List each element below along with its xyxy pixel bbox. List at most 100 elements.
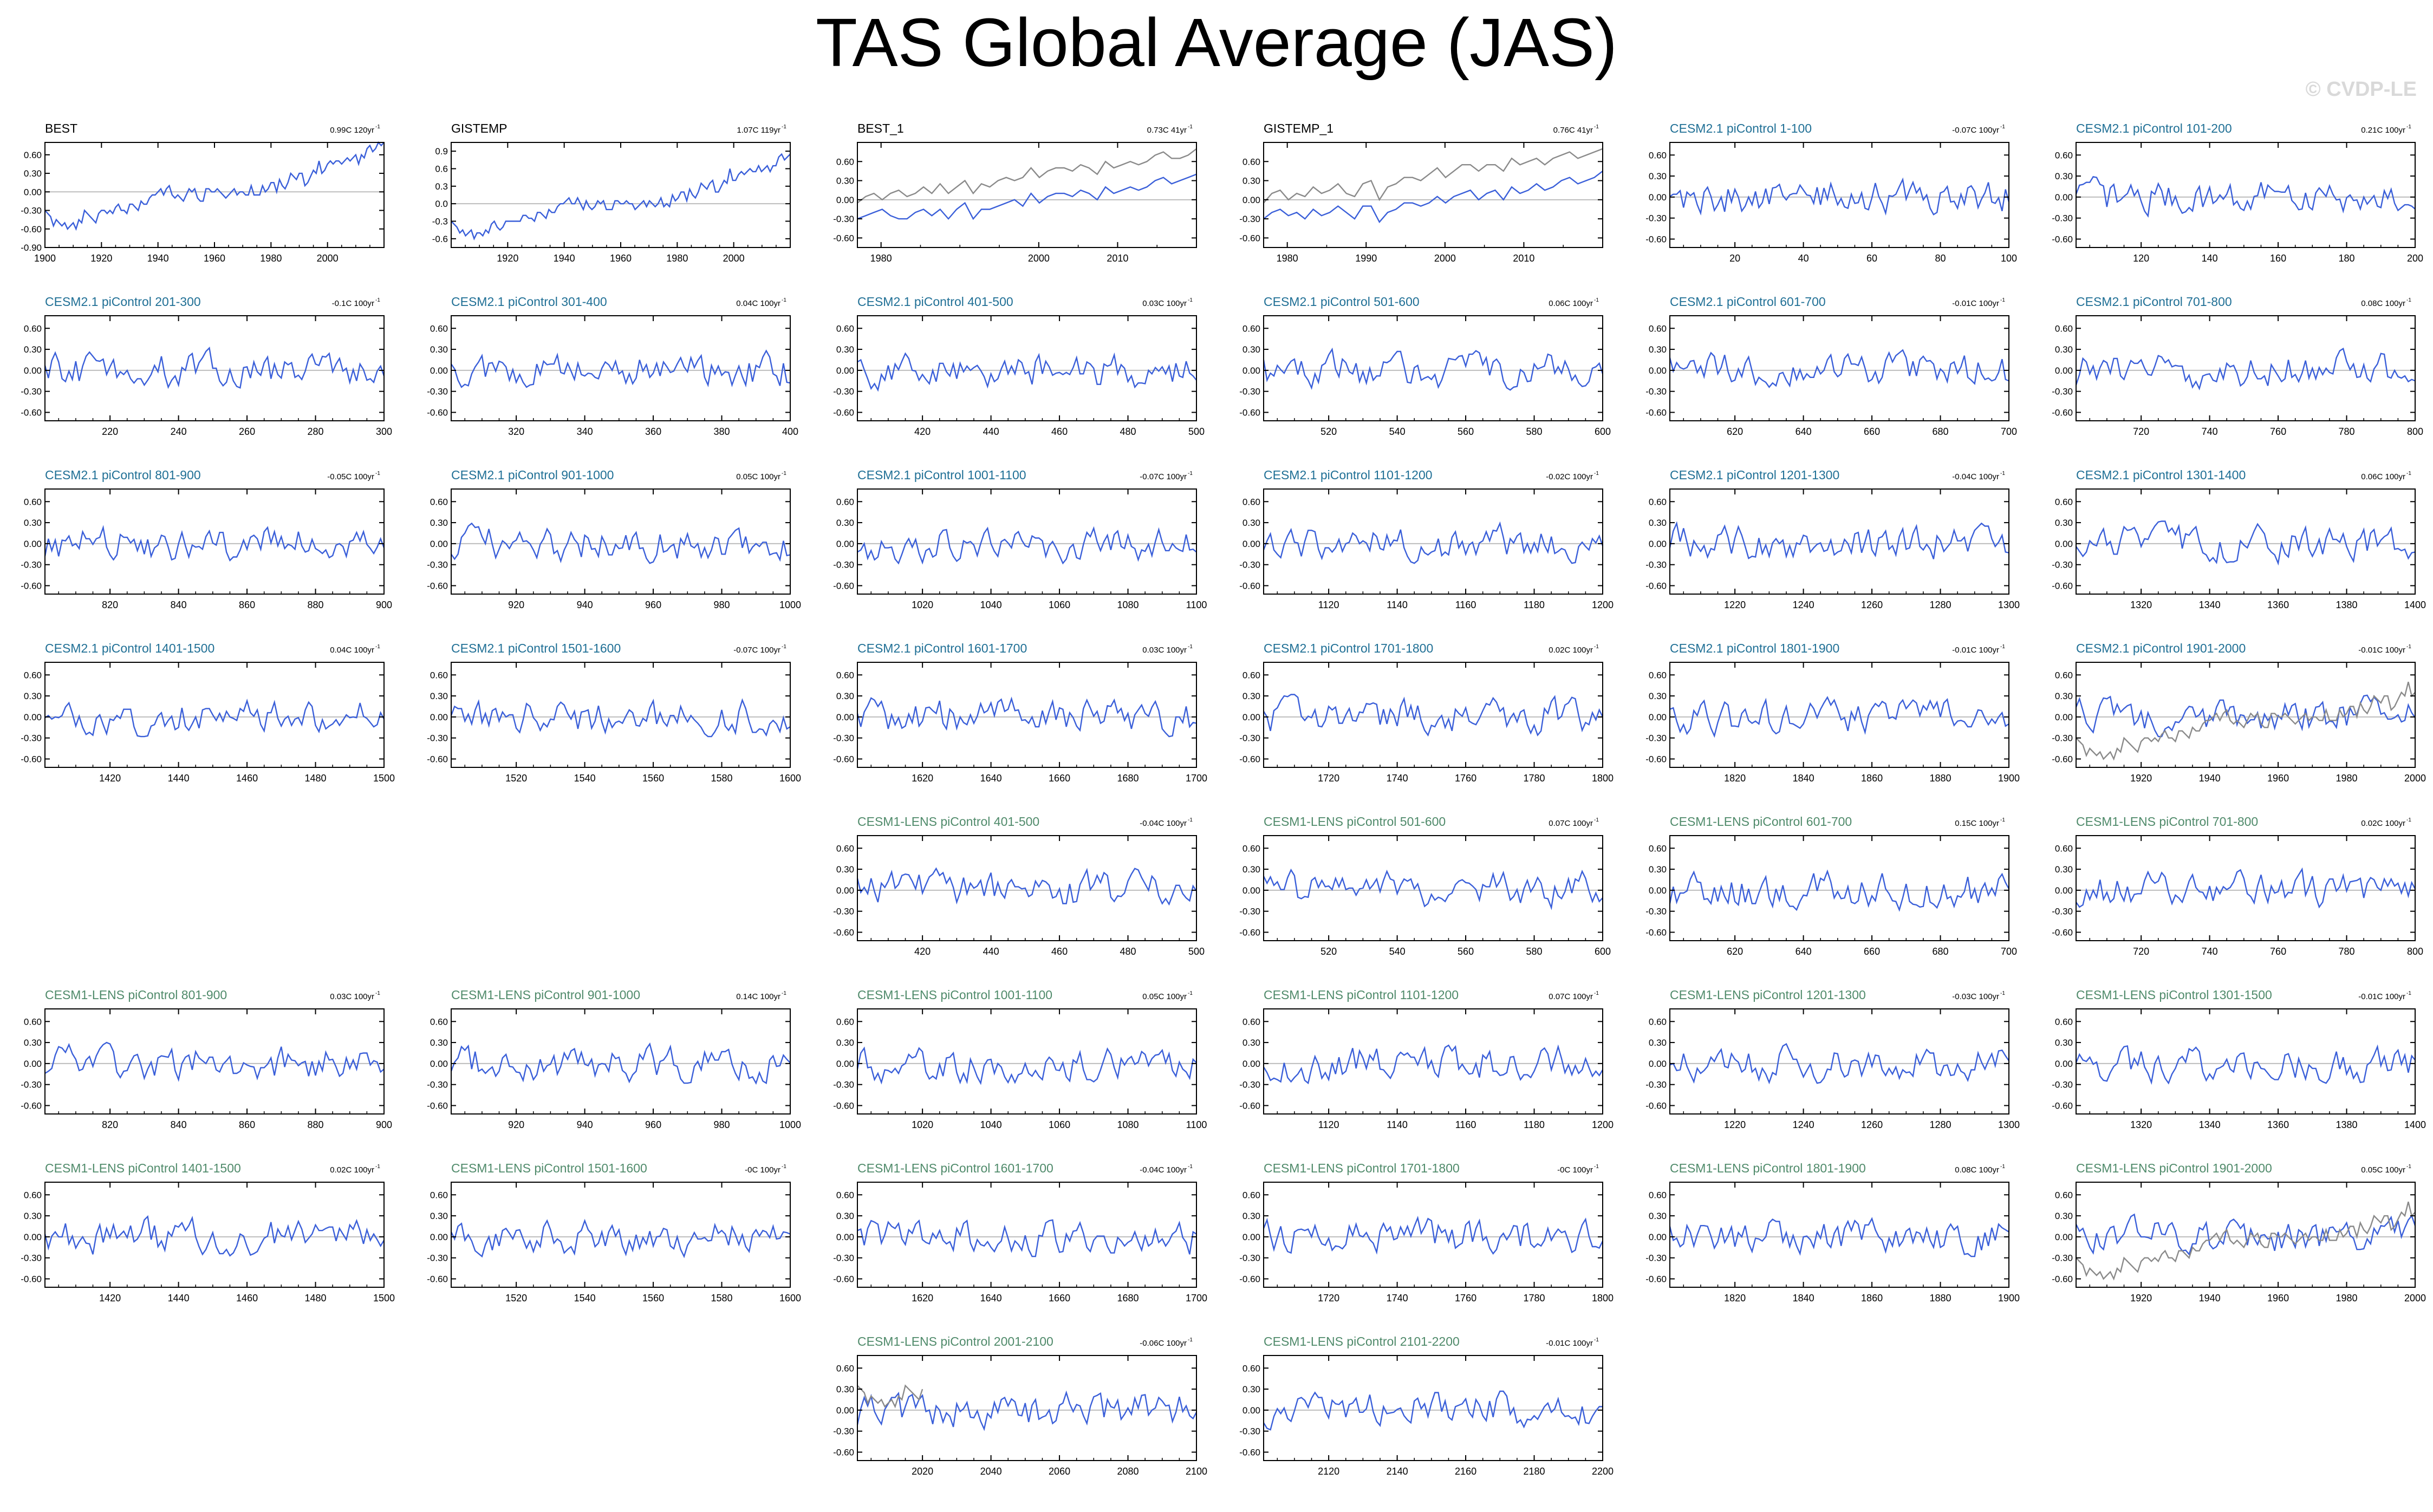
model-series-line xyxy=(1263,521,1604,564)
chart-panel: CESM1-LENS piControl 601-700 0.15C 100yr -… xyxy=(1645,814,2017,957)
model-series-line xyxy=(1669,1042,2009,1085)
y-tick-label: -0.60 xyxy=(1239,1100,1260,1111)
chart-panel: CESM1-LENS piControl 1901-2000 0.05C 100y… xyxy=(2052,1161,2426,1304)
model-series-line xyxy=(857,526,1197,565)
y-tick-label: -0.30 xyxy=(2052,213,2073,224)
panel-trend: -0.1C 100yr xyxy=(332,299,374,308)
y-tick-label: -0.30 xyxy=(833,733,854,744)
chart-panel: CESM2.1 piControl 201-300 -0.1C 100yr -1 0.… xyxy=(21,295,392,437)
y-tick-label: -0.30 xyxy=(833,1426,854,1437)
panel-trend-exponent: -1 xyxy=(782,1164,786,1170)
model-series-line xyxy=(44,346,385,389)
x-tick-label: 680 xyxy=(1933,946,1949,957)
y-tick-label: 0.60 xyxy=(2055,1016,2073,1027)
x-tick-label: 640 xyxy=(1796,426,1812,437)
y-tick-label: 0.30 xyxy=(836,1038,854,1048)
y-tick-label: -0.60 xyxy=(21,407,42,418)
x-tick-label: 1120 xyxy=(1318,599,1339,610)
panel-trend-exponent: -1 xyxy=(1594,471,1599,477)
y-tick-label: 0.00 xyxy=(1649,885,1667,896)
panel-trend-exponent: -1 xyxy=(1594,644,1599,650)
y-tick-label: 0.30 xyxy=(2055,1038,2073,1048)
x-tick-label: 2180 xyxy=(1524,1466,1545,1477)
y-tick-label: 0.30 xyxy=(1242,344,1260,355)
panel-title: CESM2.1 piControl 1901-2000 xyxy=(2076,641,2246,655)
y-tick-label: 0.30 xyxy=(836,691,854,701)
y-tick-label: -0.60 xyxy=(427,581,448,591)
x-tick-label: 1460 xyxy=(236,1293,258,1304)
panel-title: CESM1-LENS piControl 901-1000 xyxy=(451,988,640,1002)
y-tick-label: 0.00 xyxy=(430,712,448,722)
chart-panel: CESM1-LENS piControl 401-500 -0.04C 100yr… xyxy=(833,814,1205,957)
y-tick-label: -0.60 xyxy=(2052,407,2073,418)
x-tick-label: 1300 xyxy=(1998,1119,2020,1130)
panel-trend-exponent: -1 xyxy=(2406,990,2411,996)
panel-trend-exponent: -1 xyxy=(2000,817,2005,823)
panel-title: CESM1-LENS piControl 1901-2000 xyxy=(2076,1161,2272,1175)
plot-frame xyxy=(451,315,791,421)
plot-frame xyxy=(44,488,385,595)
y-tick-label: 0.30 xyxy=(1649,1211,1667,1221)
panel-title: CESM2.1 piControl 701-800 xyxy=(2076,295,2232,309)
y-tick-label: -0.3 xyxy=(432,217,448,227)
x-tick-label: 940 xyxy=(577,599,593,610)
panel-title: BEST xyxy=(45,121,77,135)
y-tick-label: 0.60 xyxy=(430,1190,448,1200)
y-tick-label: 0.30 xyxy=(430,1211,448,1221)
panel-title: CESM2.1 piControl 101-200 xyxy=(2076,121,2232,135)
y-tick-label: 0.30 xyxy=(1649,864,1667,875)
x-tick-label: 1980 xyxy=(870,253,892,264)
plot-frame xyxy=(2076,488,2416,595)
chart-panel: CESM2.1 piControl 1301-1400 0.06C 100yr -1… xyxy=(2052,468,2426,610)
x-tick-label: 560 xyxy=(1458,426,1474,437)
plot-frame xyxy=(2076,315,2416,421)
y-tick-label: -0.60 xyxy=(427,1100,448,1111)
model-series-line xyxy=(1263,347,1604,391)
y-tick-label: 0.60 xyxy=(836,1363,854,1373)
y-tick-label: 0.60 xyxy=(2055,497,2073,507)
y-tick-label: -0.60 xyxy=(2052,234,2073,244)
y-tick-label: 0.00 xyxy=(1242,539,1260,549)
x-tick-label: 1940 xyxy=(2199,1293,2221,1304)
y-tick-label: -0.30 xyxy=(21,560,42,570)
panel-trend-exponent: -1 xyxy=(375,990,380,996)
obs-series-line xyxy=(1263,148,1603,204)
x-tick-label: 1360 xyxy=(2267,1119,2289,1130)
panel-trend-exponent: -1 xyxy=(2000,471,2005,477)
y-tick-label: 0.00 xyxy=(24,539,42,549)
plot-frame xyxy=(44,662,385,768)
x-tick-label: 1960 xyxy=(2267,1293,2289,1304)
y-tick-label: 0.60 xyxy=(1649,670,1667,680)
y-tick-label: 0.60 xyxy=(1242,497,1260,507)
panel-trend-exponent: -1 xyxy=(1594,817,1599,823)
y-tick-label: -0.30 xyxy=(427,733,448,744)
x-tick-label: 2020 xyxy=(912,1466,933,1477)
x-tick-label: 740 xyxy=(2202,946,2218,957)
model-series-line xyxy=(1669,1217,2009,1257)
y-tick-label: -0.30 xyxy=(1645,733,1667,744)
panel-title: CESM2.1 piControl 1801-1900 xyxy=(1670,641,1839,655)
y-tick-label: -0.30 xyxy=(2052,1080,2073,1090)
x-tick-label: 2000 xyxy=(1028,253,1050,264)
y-tick-label: 0.60 xyxy=(836,497,854,507)
x-tick-label: 220 xyxy=(102,426,118,437)
y-tick-label: -0.30 xyxy=(1239,733,1260,744)
y-tick-label: 0.60 xyxy=(2055,323,2073,334)
x-tick-label: 1940 xyxy=(147,253,169,264)
x-tick-label: 1840 xyxy=(1793,1293,1814,1304)
x-tick-label: 1220 xyxy=(1724,1119,1746,1130)
y-tick-label: 0.60 xyxy=(1242,1190,1260,1200)
y-tick-label: 0.60 xyxy=(2055,670,2073,680)
chart-panel: CESM2.1 piControl 601-700 -0.01C 100yr -1 0… xyxy=(1645,295,2017,437)
x-tick-label: 840 xyxy=(171,1119,187,1130)
panel-trend-exponent: -1 xyxy=(1188,817,1193,823)
chart-panel: CESM2.1 piControl 1901-2000 -0.01C 100yr -… xyxy=(2052,641,2426,784)
x-tick-label: 1320 xyxy=(2130,1119,2152,1130)
y-tick-label: 0.00 xyxy=(2055,192,2073,203)
panel-trend: -0.01C 100yr xyxy=(1952,299,1999,308)
x-tick-label: 200 xyxy=(2407,253,2423,264)
x-tick-label: 1140 xyxy=(1387,599,1408,610)
panel-title: CESM2.1 piControl 1201-1300 xyxy=(1670,468,1839,482)
x-tick-label: 420 xyxy=(914,946,931,957)
panel-trend-exponent: -1 xyxy=(1594,1337,1599,1343)
